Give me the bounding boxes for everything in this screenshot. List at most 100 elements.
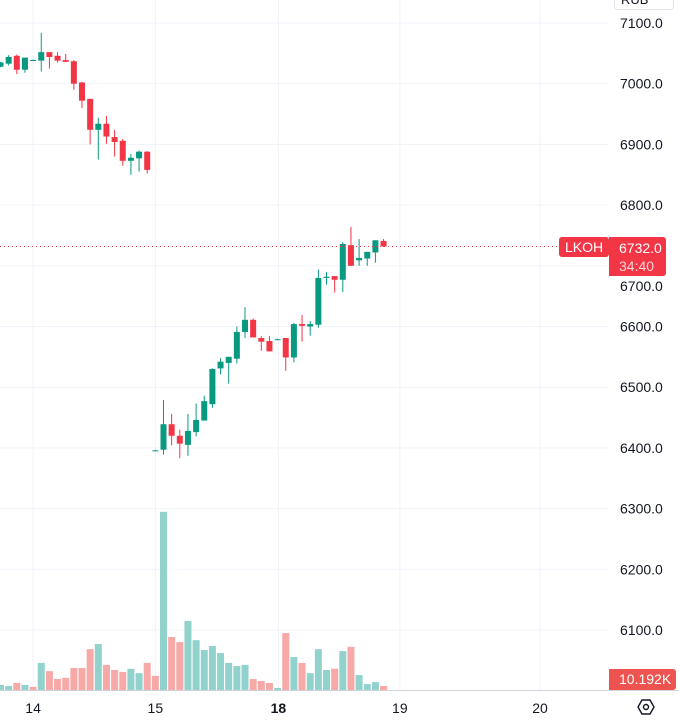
candle-body xyxy=(299,324,306,326)
volume-bar xyxy=(331,668,339,690)
candle-body xyxy=(323,276,330,278)
currency-label[interactable]: RUB xyxy=(614,0,674,10)
volume-bar xyxy=(371,682,379,690)
candle-body xyxy=(168,424,175,436)
volume-bar xyxy=(380,686,388,690)
time-tick-label: 15 xyxy=(148,700,164,716)
volume-bar xyxy=(102,664,110,690)
candle-body xyxy=(347,245,354,266)
volume-bar xyxy=(363,684,371,690)
candle-body xyxy=(160,424,167,450)
grid xyxy=(0,0,608,690)
candle-body xyxy=(250,319,257,338)
price-tick-label: 6300.0 xyxy=(620,501,663,517)
volume-bar xyxy=(241,664,249,690)
volume-bar xyxy=(347,646,355,690)
volume-bar xyxy=(78,668,86,690)
volume-bar xyxy=(94,644,102,690)
volume-bar xyxy=(200,649,208,690)
candle-body xyxy=(274,339,281,341)
price-tick-label: 6700.0 xyxy=(620,278,663,294)
volume-bar xyxy=(13,682,21,690)
price-tick-label: 6600.0 xyxy=(620,319,663,335)
volume-bar xyxy=(355,675,363,690)
candle-body xyxy=(315,277,322,325)
candle-body xyxy=(152,450,159,452)
volume-bar xyxy=(143,662,151,690)
candle-body xyxy=(13,55,20,70)
volume-bar xyxy=(5,686,13,690)
candle-body xyxy=(258,338,265,342)
candles xyxy=(0,32,387,459)
volume-bar xyxy=(249,679,257,690)
volume-bar xyxy=(168,637,176,690)
bar-countdown: 34:40 xyxy=(619,258,655,274)
volume-bar xyxy=(184,620,192,690)
price-axis[interactable]: 7100.0 7000.0 6900.0 6800.0 6700.0 6600.0 6500… xyxy=(620,15,663,638)
volume-bar xyxy=(274,688,282,690)
volume-bar xyxy=(0,684,4,690)
candle-body xyxy=(266,341,273,352)
last-price-value: 6732.0 xyxy=(619,240,662,256)
volume-bar xyxy=(119,671,127,690)
volume-bar xyxy=(323,669,330,690)
candle-body xyxy=(233,331,240,359)
candle-body xyxy=(30,60,37,62)
candle-body xyxy=(38,52,45,61)
time-tick-label: 19 xyxy=(392,700,408,716)
volume-bars xyxy=(0,511,388,690)
volume-bar xyxy=(290,657,298,690)
volume-bar xyxy=(257,680,265,690)
candle-body xyxy=(217,361,224,369)
candle-body xyxy=(201,401,208,421)
volume-bar xyxy=(54,679,62,690)
volume-bar xyxy=(21,684,29,690)
price-tick-label: 6200.0 xyxy=(620,561,663,577)
volume-bar xyxy=(62,677,70,690)
volume-bar xyxy=(192,640,200,690)
candle-body xyxy=(364,251,371,259)
last-price-label: 6732.0 34:40 xyxy=(609,237,666,276)
price-tick-label: 6900.0 xyxy=(620,136,663,152)
volume-bar xyxy=(37,662,45,690)
volume-bar xyxy=(339,651,347,690)
last-volume-label: 10.192K xyxy=(609,669,676,690)
volume-bar xyxy=(306,673,314,690)
price-tick-label: 6800.0 xyxy=(620,197,663,213)
volume-bar xyxy=(86,649,94,690)
candle-body xyxy=(380,240,387,247)
volume-bar xyxy=(135,673,143,690)
candle-body xyxy=(127,157,134,161)
volume-bar xyxy=(298,662,306,690)
candle-body xyxy=(21,57,28,70)
time-tick-label: 18 xyxy=(271,700,287,716)
candle-body xyxy=(356,257,363,261)
volume-bar xyxy=(265,682,273,690)
candle-body xyxy=(331,276,338,280)
candle-body xyxy=(372,240,379,253)
volume-bar xyxy=(225,662,233,690)
candle-body xyxy=(54,55,61,61)
volume-bar xyxy=(45,671,53,690)
volume-bar xyxy=(29,686,37,690)
candle-body xyxy=(209,368,216,405)
candle-body xyxy=(5,56,12,64)
candle-body xyxy=(95,123,102,130)
candle-body xyxy=(70,61,77,84)
price-tick-label: 6100.0 xyxy=(620,622,663,638)
price-tick-label: 6500.0 xyxy=(620,379,663,395)
volume-bar xyxy=(127,668,135,690)
volume-bar xyxy=(233,666,241,690)
volume-bar xyxy=(176,642,184,690)
candle-body xyxy=(62,60,69,62)
candle-body xyxy=(290,324,297,358)
price-tick-label: 6400.0 xyxy=(620,440,663,456)
candle-body xyxy=(46,52,53,57)
candle-body xyxy=(119,140,126,161)
candle-body xyxy=(111,137,118,142)
price-tick-label: 7100.0 xyxy=(620,15,663,31)
candle-body xyxy=(176,435,183,444)
settings-icon[interactable] xyxy=(636,697,656,717)
time-axis[interactable]: 14 15 18 19 20 xyxy=(25,700,548,716)
